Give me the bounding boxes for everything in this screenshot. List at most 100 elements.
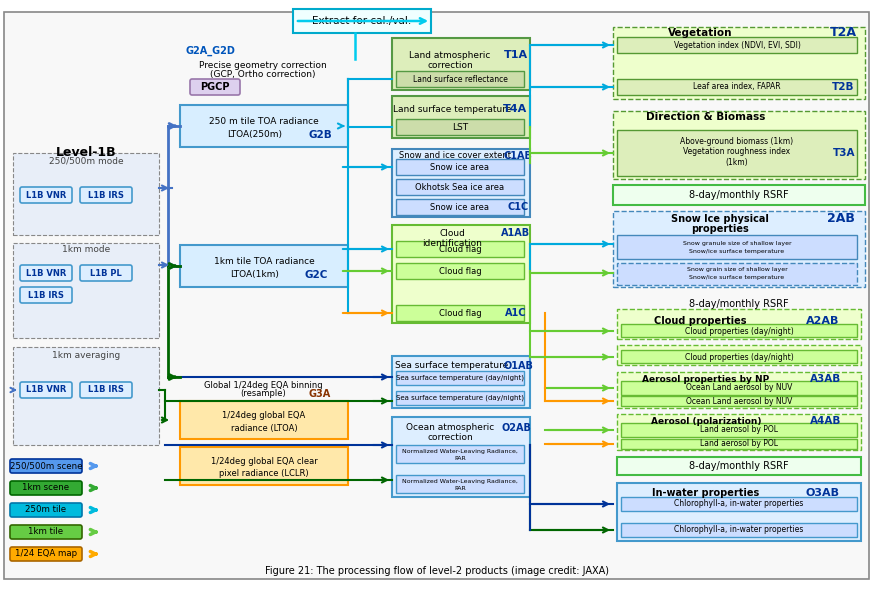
Text: 1km tile: 1km tile: [28, 528, 64, 537]
Text: 8-day/monthly RSRF: 8-day/monthly RSRF: [690, 461, 789, 471]
Text: Snow and ice cover extent: Snow and ice cover extent: [399, 151, 511, 161]
Text: A2AB: A2AB: [807, 316, 840, 326]
Text: 1km averaging: 1km averaging: [52, 350, 120, 359]
Text: T2A: T2A: [830, 27, 857, 40]
Bar: [180, 401, 348, 439]
Text: A1AB: A1AB: [501, 228, 530, 238]
Text: 1km mode: 1km mode: [62, 246, 110, 254]
Text: L1B IRS: L1B IRS: [88, 190, 124, 199]
Text: Sea surface temperature (day/night): Sea surface temperature (day/night): [396, 395, 524, 401]
Bar: [621, 523, 857, 537]
Text: Sea surface temperature: Sea surface temperature: [396, 362, 508, 371]
Text: 1/24 EQA map: 1/24 EQA map: [15, 550, 77, 559]
Text: Figure 21: The processing flow of level-2 products (image credit: JAXA): Figure 21: The processing flow of level-…: [265, 566, 609, 576]
Text: identification: identification: [422, 238, 482, 247]
Text: 250m tile: 250m tile: [25, 505, 66, 515]
Text: T1A: T1A: [504, 50, 528, 60]
Text: Land aerosol by POL: Land aerosol by POL: [700, 439, 778, 448]
Text: Land surface reflectance: Land surface reflectance: [413, 75, 508, 84]
Text: Precise geometry correction: Precise geometry correction: [200, 60, 327, 69]
Bar: [621, 350, 857, 363]
Bar: [617, 235, 857, 259]
Text: (resample): (resample): [240, 390, 286, 398]
Text: A1C: A1C: [505, 308, 527, 318]
Bar: [13, 347, 159, 445]
Text: O3AB: O3AB: [805, 488, 839, 498]
Bar: [392, 356, 530, 408]
Text: Land surface temperature: Land surface temperature: [393, 104, 511, 113]
Text: C1AB: C1AB: [504, 151, 532, 161]
Text: O2AB: O2AB: [501, 423, 531, 433]
Bar: [396, 305, 524, 321]
Text: Cloud flag: Cloud flag: [438, 308, 481, 317]
Bar: [617, 79, 857, 95]
Text: Cloud properties: Cloud properties: [654, 316, 746, 326]
Text: In-water properties: In-water properties: [653, 488, 760, 498]
Text: Snow ice area: Snow ice area: [430, 202, 489, 212]
Text: 1/24deg global EQA: 1/24deg global EQA: [222, 412, 305, 420]
Bar: [617, 263, 857, 285]
Text: Land atmospheric: Land atmospheric: [410, 52, 491, 60]
Text: Chlorophyll-a, in-water properties: Chlorophyll-a, in-water properties: [675, 525, 804, 534]
Text: L1B VNR: L1B VNR: [26, 385, 66, 394]
Text: Snow/ice surface temperature: Snow/ice surface temperature: [690, 250, 785, 254]
Bar: [396, 445, 524, 463]
Text: Snow ice area: Snow ice area: [430, 162, 489, 171]
Text: Normalized Water-Leaving Radiance,: Normalized Water-Leaving Radiance,: [402, 448, 518, 454]
Bar: [180, 105, 348, 147]
Text: Cloud properties (day/night): Cloud properties (day/night): [684, 352, 794, 362]
Bar: [621, 497, 857, 511]
Text: Vegetation roughness index: Vegetation roughness index: [683, 148, 791, 157]
Text: (GCP, Ortho correction): (GCP, Ortho correction): [210, 69, 316, 78]
Bar: [396, 371, 524, 385]
Text: correction: correction: [427, 60, 473, 69]
Text: (1km): (1km): [725, 158, 748, 167]
Bar: [396, 179, 524, 195]
Text: Sea surface temperature (day/night): Sea surface temperature (day/night): [396, 375, 524, 381]
Text: Vegetation: Vegetation: [668, 28, 732, 38]
Text: LST: LST: [452, 123, 468, 132]
Text: L1B PL: L1B PL: [90, 269, 122, 278]
Bar: [617, 414, 861, 450]
FancyBboxPatch shape: [190, 79, 240, 95]
FancyBboxPatch shape: [80, 382, 132, 398]
Bar: [617, 345, 861, 365]
Bar: [621, 324, 857, 337]
Bar: [180, 245, 348, 287]
Text: T4A: T4A: [503, 104, 527, 114]
FancyBboxPatch shape: [80, 265, 132, 281]
Text: correction: correction: [427, 433, 473, 442]
Bar: [617, 130, 857, 176]
Text: 2AB: 2AB: [827, 212, 855, 225]
FancyBboxPatch shape: [10, 525, 82, 539]
Bar: [396, 159, 524, 175]
Text: Normalized Water-Leaving Radiance,: Normalized Water-Leaving Radiance,: [402, 479, 518, 483]
Text: L1B VNR: L1B VNR: [26, 190, 66, 199]
Bar: [621, 396, 857, 406]
Bar: [396, 263, 524, 279]
Text: G2C: G2C: [304, 270, 328, 280]
Bar: [613, 185, 865, 205]
Text: PAR: PAR: [454, 486, 466, 490]
Text: Level-1B: Level-1B: [56, 146, 116, 160]
Bar: [172, 378, 354, 493]
Text: Leaf area index, FAPAR: Leaf area index, FAPAR: [693, 82, 780, 91]
Text: PGCP: PGCP: [200, 82, 230, 92]
Text: Ocean Land aerosol by NUV: Ocean Land aerosol by NUV: [686, 397, 792, 406]
Text: 8-day/monthly RSRF: 8-day/monthly RSRF: [690, 190, 789, 200]
Bar: [396, 241, 524, 257]
Text: 250/500m scene: 250/500m scene: [10, 461, 82, 470]
Text: Snow granule size of shallow layer: Snow granule size of shallow layer: [682, 241, 791, 247]
Text: Extract for cal./val.: Extract for cal./val.: [312, 16, 411, 26]
Bar: [617, 457, 861, 475]
Bar: [172, 58, 354, 373]
Bar: [13, 153, 159, 235]
Text: pixel radiance (LCLR): pixel radiance (LCLR): [219, 468, 309, 477]
Bar: [396, 391, 524, 405]
Text: 250 m tile TOA radiance: 250 m tile TOA radiance: [209, 117, 318, 126]
Text: Land aerosol by POL: Land aerosol by POL: [700, 426, 778, 435]
Bar: [613, 111, 865, 179]
Text: L1B IRS: L1B IRS: [88, 385, 124, 394]
Bar: [621, 423, 857, 437]
Bar: [392, 96, 530, 138]
